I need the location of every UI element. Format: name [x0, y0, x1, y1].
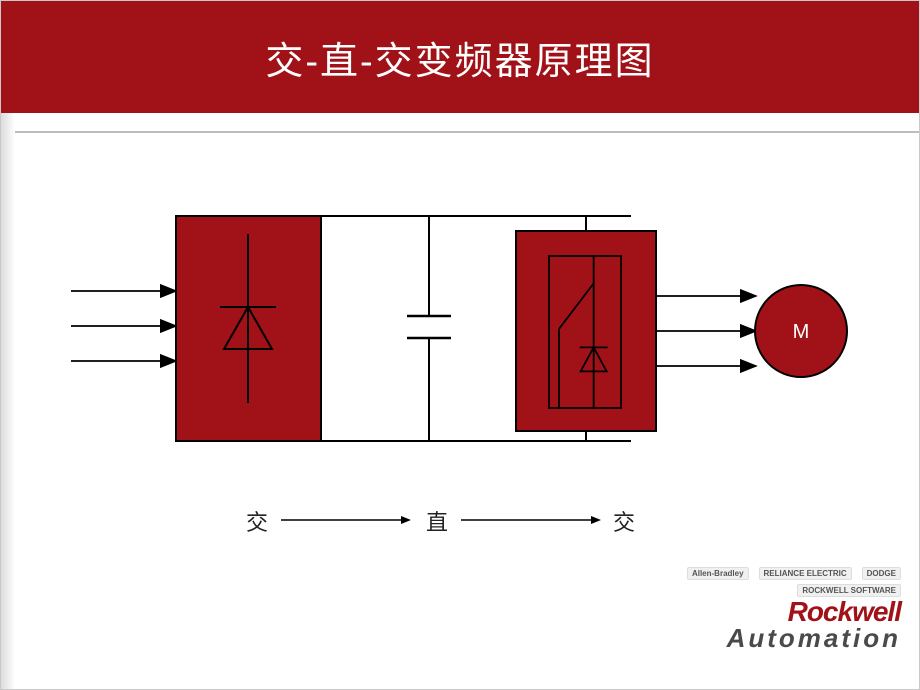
sub-brands: Allen-BradleyRELIANCE ELECTRICDODGEROCKW…: [601, 567, 901, 597]
title-divider: [1, 131, 919, 133]
flow-label-ac1: 交: [246, 505, 268, 537]
slide: 交-直-交变频器原理图 M 交 直 交 Allen-Bradley RELIANC…: [0, 0, 920, 690]
flow-labels: 交 直 交: [61, 501, 861, 541]
brand-line2: Automation: [601, 626, 901, 651]
flow-label-ac2: 交: [613, 505, 635, 537]
rockwell-logo: Rockwell Automation: [601, 599, 901, 650]
flow-label-dc: 直: [426, 505, 448, 537]
page-title: 交-直-交变频器原理图: [265, 30, 654, 85]
title-bar: 交-直-交变频器原理图: [1, 1, 919, 113]
sub-brand: RELIANCE ELECTRIC: [759, 567, 852, 580]
flow-arrow-2: [461, 515, 601, 525]
flow-arrow-1: [281, 515, 411, 525]
diagram-svg: M: [61, 196, 861, 516]
footer-logo-block: Allen-BradleyRELIANCE ELECTRICDODGEROCKW…: [601, 567, 901, 677]
svg-text:M: M: [793, 321, 810, 343]
sub-brand: Allen-Bradley: [687, 567, 749, 580]
left-gradient: [1, 113, 15, 689]
vfd-diagram: M: [61, 196, 861, 516]
sub-brand: DODGE: [862, 567, 901, 580]
